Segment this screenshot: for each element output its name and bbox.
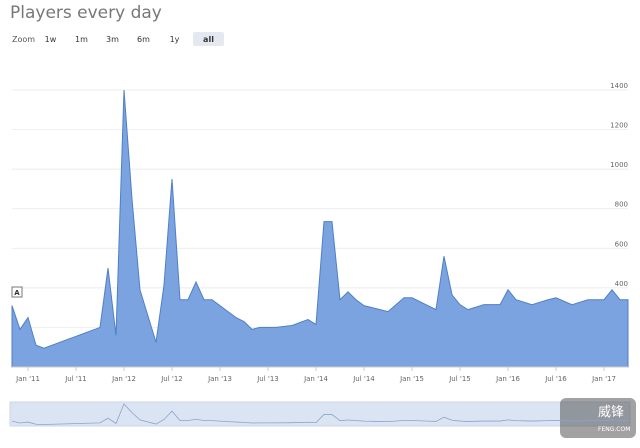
x-tick-label: Jan '13 <box>207 375 232 383</box>
zoom-button[interactable] <box>162 32 187 46</box>
watermark-site: FENG.COM <box>598 426 630 433</box>
navigator-series <box>11 403 628 425</box>
zoom-button[interactable] <box>100 32 125 46</box>
flag-label: A <box>14 289 20 297</box>
zoom-button-label: 3m <box>106 35 119 44</box>
watermark-name: 威锋 <box>598 405 624 420</box>
x-tick-label: Jan '12 <box>111 375 136 383</box>
area <box>11 89 629 368</box>
x-tick-label: Jul '13 <box>256 375 279 383</box>
zoom-button-label: 1y <box>170 35 180 44</box>
x-tick-label: Jan '11 <box>15 375 40 383</box>
x-tick-label: Jul '12 <box>160 375 183 383</box>
x-tick-label: Jul '16 <box>544 375 567 383</box>
y-tick-label: 400 <box>615 280 628 288</box>
x-tick-label: Jan '17 <box>591 375 616 383</box>
zoom-button-label: all <box>203 35 214 44</box>
x-tick-label: Jan '14 <box>303 375 328 383</box>
zoom-button-label: 1w <box>45 35 57 44</box>
y-tick-label: 1200 <box>610 122 628 130</box>
zoom-button[interactable] <box>38 32 63 46</box>
zoom-button[interactable] <box>69 32 94 46</box>
zoom-button[interactable] <box>193 32 224 46</box>
chart-title: Players every day <box>10 3 162 23</box>
y-tick-label: 1400 <box>610 82 628 90</box>
zoom-button-label: 1m <box>75 35 88 44</box>
x-tick-label: Jan '16 <box>495 375 520 383</box>
zoom-button-label: 6m <box>137 35 150 44</box>
navigator-mask <box>10 402 630 426</box>
flag[interactable] <box>11 286 23 298</box>
y-tick-label: 1000 <box>610 161 628 169</box>
watermark-box <box>560 398 636 438</box>
y-tick-label: 600 <box>615 240 628 248</box>
y-tick-label: 800 <box>615 201 628 209</box>
zoom-label: Zoom <box>12 35 35 44</box>
x-tick-label: Jul '14 <box>352 375 375 383</box>
x-tick-label: Jul '15 <box>448 375 471 383</box>
x-tick-label: Jan '15 <box>399 375 424 383</box>
zoom-button[interactable] <box>131 32 156 46</box>
x-tick-label: Jul '11 <box>64 375 87 383</box>
